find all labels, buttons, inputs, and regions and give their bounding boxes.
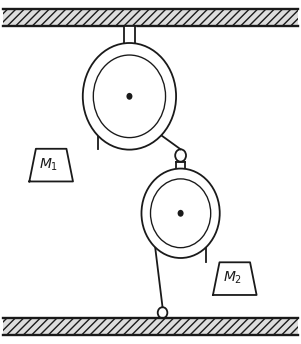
Polygon shape [176,162,185,170]
Circle shape [141,169,220,258]
Circle shape [83,43,176,150]
Circle shape [178,210,184,217]
Text: $M_{2}$: $M_{2}$ [223,270,242,286]
Text: $M_{1}$: $M_{1}$ [39,156,58,173]
Polygon shape [29,149,73,182]
Bar [3,318,298,335]
Bar [3,9,298,26]
Polygon shape [213,262,256,295]
Bar [3,9,298,26]
Polygon shape [124,26,135,46]
Bar [3,318,298,335]
Circle shape [126,93,132,100]
